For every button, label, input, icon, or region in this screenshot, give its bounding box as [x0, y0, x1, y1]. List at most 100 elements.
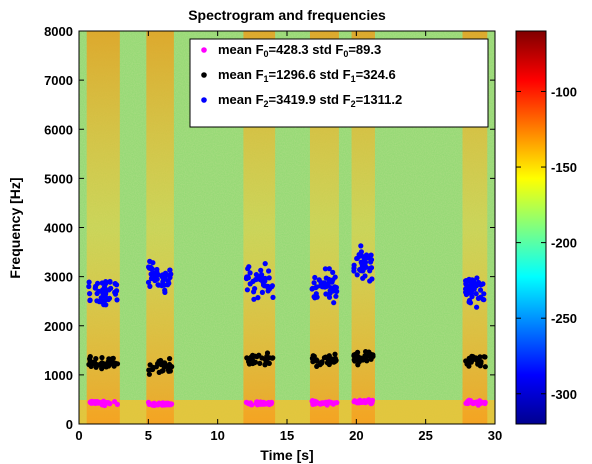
f1-marker — [110, 355, 116, 361]
y-tick-label: 1000 — [44, 368, 73, 383]
y-tick-label: 3000 — [44, 270, 73, 285]
f2-marker — [100, 287, 106, 293]
f1-marker — [87, 354, 93, 360]
f2-marker — [463, 278, 469, 284]
f2-marker — [154, 266, 160, 273]
f1-marker — [482, 364, 488, 370]
f2-marker — [148, 275, 155, 282]
f0-marker — [329, 400, 335, 406]
f2-marker — [246, 264, 252, 270]
f1-marker — [481, 354, 487, 360]
f1-marker — [264, 350, 271, 356]
f2-marker — [155, 282, 161, 288]
f2-marker — [94, 298, 100, 304]
f2-marker — [258, 273, 264, 279]
f0-marker — [247, 401, 253, 407]
f1-marker — [160, 367, 166, 374]
f2-marker — [362, 273, 368, 279]
formant-markers — [86, 243, 488, 409]
f1-marker — [319, 360, 325, 366]
x-tick-label: 20 — [349, 428, 363, 443]
f1-marker — [167, 356, 173, 362]
f2-marker — [323, 291, 329, 297]
f2-marker — [312, 274, 318, 281]
f0-marker — [334, 400, 340, 406]
f2-marker — [87, 291, 93, 297]
f1-marker — [363, 349, 369, 355]
f2-marker — [86, 279, 92, 285]
f2-marker — [167, 267, 173, 273]
f2-marker — [331, 300, 337, 306]
f1-marker — [158, 357, 164, 364]
y-tick-label: 0 — [66, 417, 73, 432]
f2-marker — [477, 287, 484, 293]
f2-marker — [259, 289, 265, 295]
f2-marker — [358, 243, 364, 249]
f1-marker — [364, 358, 370, 364]
f1-marker — [251, 360, 257, 366]
f0-marker — [465, 400, 471, 406]
f2-marker — [162, 270, 169, 276]
f1-marker — [366, 353, 372, 359]
y-axis-ticks: 0 1000 2000 3000 4000 5000 6000 7000 8000 — [44, 24, 495, 432]
f2-marker — [358, 268, 364, 274]
legend-box — [189, 38, 489, 128]
f2-marker — [326, 266, 332, 272]
x-tick-label: 5 — [145, 428, 152, 443]
x-tick-label: 30 — [488, 428, 502, 443]
f1-marker — [90, 359, 96, 365]
f2-marker — [334, 288, 340, 294]
f1-marker — [257, 360, 263, 366]
f1-marker — [165, 367, 171, 373]
f2-marker — [317, 283, 324, 289]
f2-marker — [149, 271, 155, 277]
f2-marker — [367, 278, 373, 284]
f2-marker — [477, 282, 484, 288]
f1-marker — [246, 361, 252, 367]
x-tick-label: 15 — [280, 428, 294, 443]
f0-marker — [154, 401, 160, 407]
f2-marker — [87, 297, 93, 304]
f2-marker — [244, 275, 250, 282]
f0-marker — [362, 399, 369, 405]
f2-marker — [322, 266, 328, 272]
f2-marker — [358, 249, 364, 255]
f2-marker — [93, 283, 99, 289]
f2-marker — [160, 279, 166, 285]
f2-marker — [328, 285, 334, 291]
y-axis-label: Frequency [Hz] — [7, 177, 23, 278]
f2-marker — [330, 269, 336, 275]
x-tick-label: 10 — [210, 428, 224, 443]
f2-marker — [359, 261, 365, 267]
f1-marker — [264, 355, 270, 361]
f0-marker — [159, 401, 165, 407]
f2-marker — [102, 293, 108, 299]
f2-marker — [474, 275, 480, 281]
f0-marker — [112, 399, 118, 405]
f2-marker — [310, 285, 316, 291]
f2-marker — [468, 290, 474, 296]
f2-marker — [466, 297, 473, 304]
f1-marker — [270, 355, 276, 361]
f2-marker — [474, 304, 480, 310]
f2-marker — [112, 289, 118, 295]
f1-marker — [477, 354, 483, 360]
x-tick-label: 0 — [75, 428, 82, 443]
colorbar-tick-label: -200 — [551, 236, 577, 251]
f2-marker — [313, 291, 319, 297]
f2-marker — [244, 287, 250, 293]
f2-marker — [147, 283, 153, 289]
f0-marker — [150, 402, 156, 408]
f0-marker — [319, 400, 325, 406]
x-axis-ticks: 0 5 10 15 20 25 30 — [75, 31, 502, 443]
legend-marker — [201, 47, 207, 53]
f2-marker — [114, 297, 120, 303]
f2-marker — [262, 275, 268, 281]
f2-marker — [354, 272, 360, 278]
f1-marker — [88, 363, 94, 369]
colorbar-tick-label: -100 — [551, 84, 577, 99]
f0-marker — [264, 400, 270, 406]
legend-entry-text: mean F1=1296.6 std F1=324.6 — [218, 67, 396, 84]
f0-marker — [91, 399, 97, 405]
x-tick-label: 25 — [418, 428, 432, 443]
